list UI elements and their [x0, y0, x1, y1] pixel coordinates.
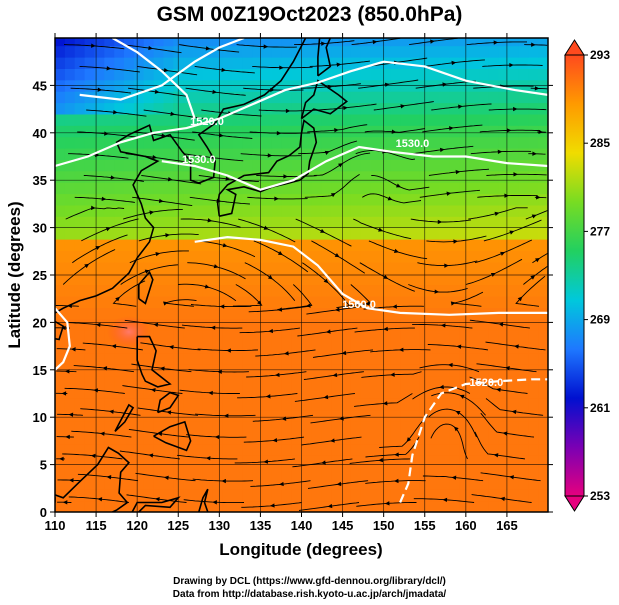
x-axis-label: Longitude (degrees) [219, 540, 382, 559]
contour-label: 1530.0 [182, 154, 216, 166]
contour-label: 1520.0 [470, 377, 504, 389]
contour-label: 1520.0 [190, 116, 224, 128]
wind-streamlines [55, 38, 548, 511]
y-axis-ticks: 0 5 10 15 20 25 30 35 40 45 [33, 78, 553, 520]
credit-line-2: Data from http://database.rish.kyoto-u.a… [172, 589, 447, 600]
x-tick-label: 130 [208, 518, 230, 533]
lat-lon-grid [55, 38, 548, 512]
x-axis-ticks: 110 115 120 125 130 135 140 145 150 155 160 165 [45, 33, 518, 533]
height-contours [55, 38, 548, 503]
x-tick-label: 135 [250, 518, 272, 533]
contour-label: 1560.0 [342, 299, 376, 311]
colorbar-scale [564, 54, 585, 497]
colorbar-tick-label: 285 [590, 136, 610, 150]
colorbar-tick-label: 293 [590, 48, 610, 62]
x-tick-label: 165 [496, 518, 518, 533]
y-tick-label: 45 [33, 78, 47, 93]
colorbar: 293 285 277 269 261 253 [564, 39, 610, 512]
colorbar-min-arrow [564, 495, 585, 512]
x-tick-label: 155 [414, 518, 436, 533]
contour-label: 1530.0 [396, 138, 430, 150]
contour-labels: 1520.0 1530.0 1530.0 1560.0 1520.0 [182, 116, 503, 389]
x-tick-label: 160 [455, 518, 477, 533]
credit-line-1: Drawing by DCL (https://www.gfd-dennou.o… [173, 576, 446, 587]
credit-text: Drawing by DCL (https://www.gfd-dennou.o… [0, 575, 619, 601]
colorbar-tick-label: 269 [590, 313, 610, 327]
colorbar-max-arrow [564, 39, 585, 56]
y-tick-label: 20 [33, 315, 47, 330]
x-tick-label: 115 [86, 518, 107, 533]
y-tick-label: 10 [33, 410, 47, 425]
x-tick-label: 120 [126, 518, 148, 533]
y-tick-label: 30 [33, 221, 47, 236]
x-tick-label: 150 [373, 518, 395, 533]
x-tick-label: 145 [332, 518, 354, 533]
y-tick-label: 35 [33, 173, 47, 188]
colorbar-tick-label: 253 [590, 489, 610, 503]
colorbar-tick-label: 261 [590, 401, 610, 415]
y-axis-label: Latitude (degrees) [5, 201, 24, 348]
y-tick-label: 0 [40, 505, 47, 520]
colorbar-tick-label: 277 [590, 224, 610, 238]
x-tick-label: 140 [291, 518, 313, 533]
colorbar-ticks: 293 285 277 269 261 253 [584, 48, 610, 503]
temperature-field [55, 38, 548, 512]
y-tick-label: 25 [33, 268, 47, 283]
chart-title: GSM 00Z19Oct2023 (850.0hPa) [156, 3, 463, 26]
y-tick-label: 15 [33, 363, 47, 378]
y-tick-label: 40 [33, 126, 47, 141]
x-tick-label: 110 [45, 518, 66, 533]
y-tick-label: 5 [40, 458, 47, 473]
x-tick-label: 125 [167, 518, 189, 533]
